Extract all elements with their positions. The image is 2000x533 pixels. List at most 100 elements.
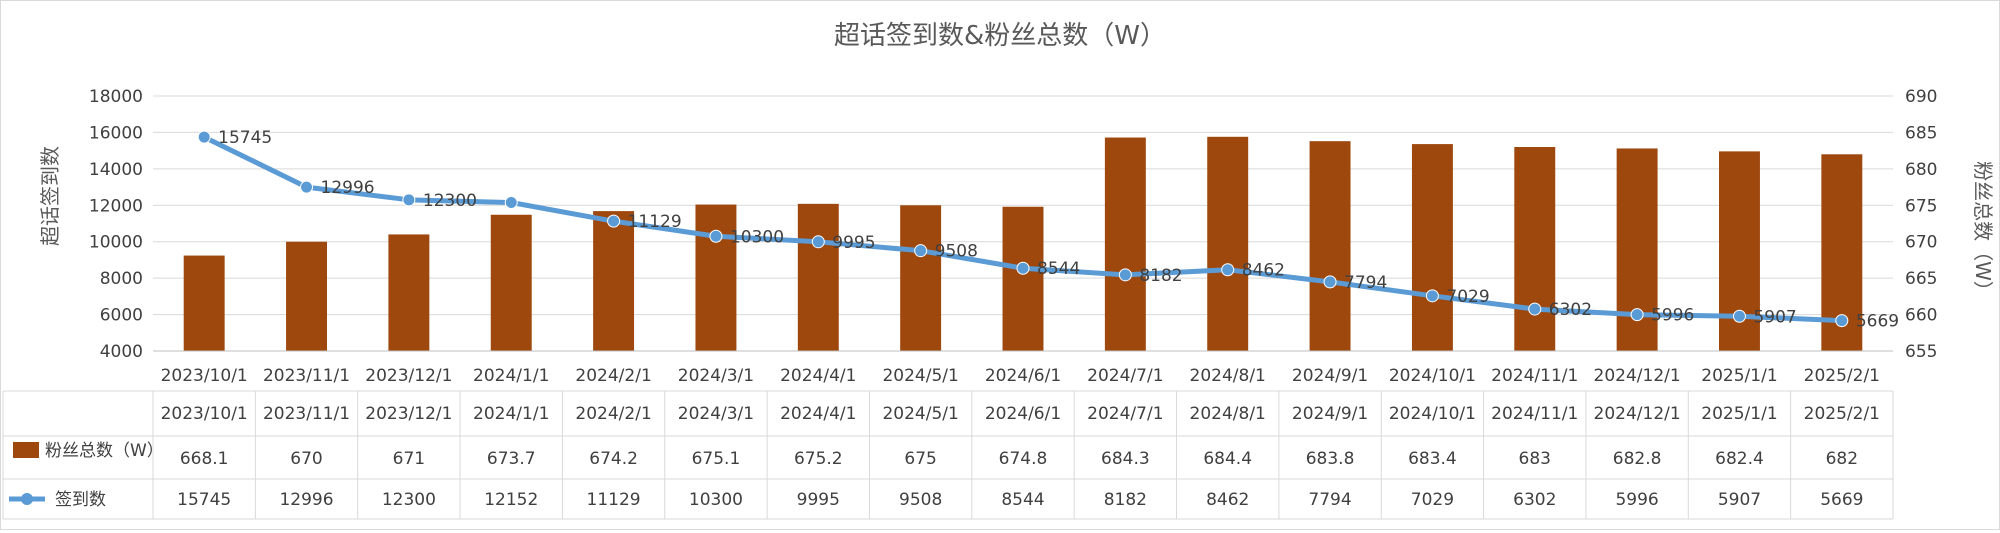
table-cell: 9508 bbox=[899, 490, 942, 510]
table-cell: 11129 bbox=[587, 490, 641, 510]
table-header-cell: 2023/11/1 bbox=[263, 404, 350, 424]
line-point bbox=[1221, 263, 1235, 277]
table-cell: 668.1 bbox=[180, 449, 229, 469]
line-point bbox=[709, 229, 723, 243]
data-table: 2023/10/1 2023/11/1 2023/12/1 2024/1/1 2024/… bbox=[2, 390, 1894, 520]
table-header-cell: 2024/1/1 bbox=[473, 404, 549, 424]
table-cell: 7029 bbox=[1411, 490, 1454, 510]
line-point bbox=[811, 235, 825, 249]
table-cell: 683.8 bbox=[1306, 449, 1355, 469]
x-tick-label: 2024/2/1 bbox=[575, 366, 651, 386]
table-cell: 10300 bbox=[689, 490, 743, 510]
table-header-cell: 2024/6/1 bbox=[985, 404, 1061, 424]
table-cell: 8544 bbox=[1001, 490, 1044, 510]
line-point bbox=[1732, 309, 1746, 323]
y-right-tick-label: 690 bbox=[1905, 87, 1937, 107]
y-right-tick-label: 660 bbox=[1905, 306, 1937, 326]
table-cell: 670 bbox=[290, 449, 322, 469]
table-header-cell: 2024/10/1 bbox=[1389, 404, 1476, 424]
table-header-cell: 2023/10/1 bbox=[161, 404, 248, 424]
table-header-cell: 2024/5/1 bbox=[882, 404, 958, 424]
x-tick-label: 2024/11/1 bbox=[1491, 366, 1578, 386]
y-left-tick-label: 10000 bbox=[89, 233, 143, 253]
x-tick-label: 2025/1/1 bbox=[1701, 366, 1777, 386]
x-tick-label: 2024/9/1 bbox=[1292, 366, 1368, 386]
bar bbox=[1309, 141, 1351, 351]
table-header-cell: 2024/8/1 bbox=[1190, 404, 1266, 424]
bar bbox=[388, 234, 430, 351]
line-series: 15745 12996 12300 11129 10300 9995 9508 8544 818… bbox=[197, 128, 1899, 332]
y-left-tick-label: 18000 bbox=[89, 87, 143, 107]
table-cell: 675 bbox=[904, 449, 936, 469]
table-header-cell: 2024/3/1 bbox=[678, 404, 754, 424]
table-header-cell: 2024/11/1 bbox=[1491, 404, 1578, 424]
line-point bbox=[1425, 289, 1439, 303]
line-point bbox=[300, 180, 314, 194]
table-header-cell: 2024/2/1 bbox=[575, 404, 651, 424]
data-label: 9508 bbox=[935, 242, 978, 262]
line-point bbox=[1016, 261, 1030, 275]
table-cell: 673.7 bbox=[487, 449, 536, 469]
line-point bbox=[1118, 268, 1132, 282]
bar bbox=[1411, 144, 1453, 351]
table-row-label-line: 签到数 bbox=[55, 490, 106, 510]
table-cell: 683.4 bbox=[1408, 449, 1457, 469]
table-cell: 5996 bbox=[1615, 490, 1658, 510]
chart-title: 超话签到数&粉丝总数（W） bbox=[834, 21, 1166, 51]
table-header-cell: 2024/7/1 bbox=[1087, 404, 1163, 424]
y-left-tick-label: 14000 bbox=[89, 160, 143, 180]
y-right-tick-label: 670 bbox=[1905, 233, 1937, 253]
table-legend-line-marker bbox=[21, 493, 33, 505]
data-label: 11129 bbox=[628, 212, 682, 232]
table-cell: 682.4 bbox=[1715, 449, 1764, 469]
table-cell: 684.4 bbox=[1203, 449, 1252, 469]
table-cell: 674.8 bbox=[999, 449, 1048, 469]
y-right-tick-label: 680 bbox=[1905, 160, 1937, 180]
line-point bbox=[1835, 314, 1849, 328]
bar bbox=[900, 205, 942, 351]
x-tick-label: 2024/10/1 bbox=[1389, 366, 1476, 386]
bar bbox=[695, 204, 737, 351]
data-label: 5996 bbox=[1651, 306, 1694, 326]
table-cell: 682.8 bbox=[1613, 449, 1662, 469]
x-tick-label: 2023/11/1 bbox=[263, 366, 350, 386]
x-tick-label: 2024/8/1 bbox=[1190, 366, 1266, 386]
table-header-cell: 2024/9/1 bbox=[1292, 404, 1368, 424]
x-tick-label: 2024/4/1 bbox=[780, 366, 856, 386]
bar bbox=[1207, 136, 1249, 351]
table-header-cell: 2025/1/1 bbox=[1701, 404, 1777, 424]
table-cell: 12300 bbox=[382, 490, 436, 510]
data-label: 15745 bbox=[218, 128, 272, 148]
table-header-cell: 2024/12/1 bbox=[1594, 404, 1681, 424]
axes: 4000 6000 8000 10000 12000 14000 16000 18000 655… bbox=[89, 87, 1938, 386]
y-right-tick-label: 685 bbox=[1905, 123, 1937, 143]
bar bbox=[593, 211, 635, 351]
table-cell: 7794 bbox=[1308, 490, 1351, 510]
data-label: 12996 bbox=[321, 178, 375, 198]
table-cell: 8182 bbox=[1104, 490, 1147, 510]
bar bbox=[183, 255, 225, 351]
table-cell: 9995 bbox=[797, 490, 840, 510]
table-cell: 8462 bbox=[1206, 490, 1249, 510]
table-cell: 6302 bbox=[1513, 490, 1556, 510]
table-cell: 5907 bbox=[1718, 490, 1761, 510]
bar-series bbox=[183, 136, 1863, 351]
data-label: 10300 bbox=[730, 227, 784, 247]
table-cell: 674.2 bbox=[589, 449, 638, 469]
y-left-tick-label: 6000 bbox=[100, 306, 143, 326]
table-cell: 12152 bbox=[484, 490, 538, 510]
data-label: 7029 bbox=[1446, 287, 1489, 307]
y-axis-right-label: 粉丝总数（W） bbox=[1971, 161, 1995, 301]
table-row-label-bar: 粉丝总数（W） bbox=[45, 441, 164, 461]
table-cell: 683 bbox=[1519, 449, 1551, 469]
x-tick-label: 2024/6/1 bbox=[985, 366, 1061, 386]
data-label: 8462 bbox=[1242, 261, 1285, 281]
table-cell: 12996 bbox=[279, 490, 333, 510]
table-header-cell: 2025/2/1 bbox=[1804, 404, 1880, 424]
bar bbox=[797, 203, 839, 351]
data-label: 6302 bbox=[1549, 300, 1592, 320]
y-left-tick-label: 8000 bbox=[100, 269, 143, 289]
table-cell: 15745 bbox=[177, 490, 231, 510]
